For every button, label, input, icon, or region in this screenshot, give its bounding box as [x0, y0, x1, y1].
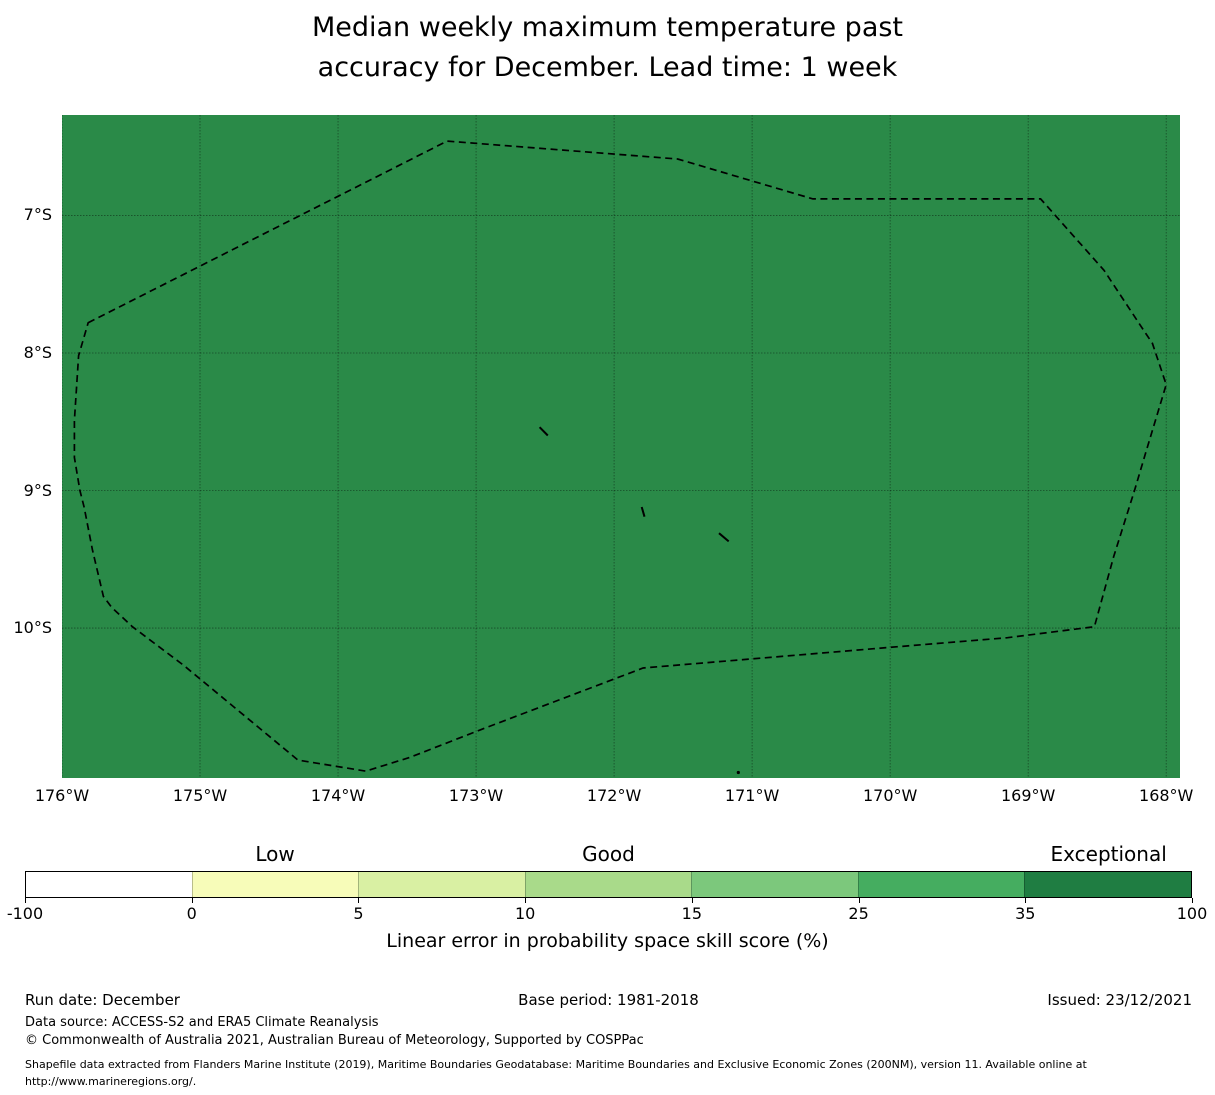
x-tick-label: 170°W	[862, 786, 918, 805]
title-line-1: Median weekly maximum temperature past	[311, 12, 904, 43]
island-mark	[640, 506, 646, 517]
data-source-text: Data source: ACCESS-S2 and ERA5 Climate …	[25, 1015, 379, 1030]
colorbar-tickmark	[358, 898, 360, 903]
colorbar-axis-label: Linear error in probability space skill …	[386, 930, 829, 952]
x-tick-label: 173°W	[448, 786, 504, 805]
x-tick-label: 168°W	[1139, 786, 1194, 805]
run-date-text: Run date: December	[25, 991, 180, 1009]
eez-boundary-line	[73, 140, 1168, 772]
colorbar-tickmark	[525, 898, 527, 903]
colorbar-tick-label: 0	[186, 904, 197, 923]
x-tick-label: 174°W	[310, 786, 366, 805]
colorbar-tick-label: 15	[681, 904, 703, 923]
title-line-2: accuracy for December. Lead time: 1 week	[317, 52, 898, 83]
map-fill	[62, 115, 1180, 778]
colorbar-tickmark	[858, 898, 860, 903]
colorbar-tick-label: 35	[1015, 904, 1036, 923]
colorbar-tick-label: 25	[848, 904, 869, 923]
colorbar	[25, 871, 1192, 898]
colorbar-category-label: Good	[582, 842, 635, 866]
colorbar-segment	[857, 872, 1025, 897]
x-tick-label: 176°W	[34, 786, 90, 805]
colorbar-segment	[524, 872, 692, 897]
copyright-text: © Commonwealth of Australia 2021, Austra…	[25, 1033, 644, 1048]
shapefile-note-text: Shapefile data extracted from Flanders M…	[25, 1058, 1087, 1088]
colorbar-tickmark	[691, 898, 693, 903]
colorbar-segment	[26, 872, 192, 897]
colorbar-tick-label: 100	[1176, 904, 1208, 923]
map-area	[62, 115, 1180, 778]
y-tick-label: 10°S	[13, 618, 52, 638]
colorbar-segment	[1024, 872, 1192, 897]
island-mark	[538, 426, 549, 437]
colorbar-category-label: Low	[255, 842, 295, 866]
colorbar-tick-label: -100	[6, 904, 44, 923]
colorbar-tickmark	[191, 898, 193, 903]
base-period-text: Base period: 1981-2018	[518, 991, 699, 1009]
colorbar-tickmark	[25, 898, 26, 903]
y-tick-label: 7°S	[23, 205, 52, 225]
map-svg	[62, 115, 1180, 778]
island-mark	[718, 532, 730, 543]
colorbar-tickmark	[1025, 898, 1027, 903]
colorbar-tick-label: 10	[514, 904, 536, 923]
y-tick-label: 8°S	[23, 342, 52, 362]
colorbar-category-label: Exceptional	[1050, 842, 1167, 866]
colorbar-segment	[358, 872, 525, 897]
y-tick-label: 9°S	[23, 480, 52, 500]
x-tick-label: 175°W	[172, 786, 228, 805]
island-mark	[736, 770, 740, 775]
colorbar-segment	[691, 872, 858, 897]
colorbar-tick-label: 5	[353, 904, 364, 923]
x-tick-label: 169°W	[1000, 786, 1056, 805]
issued-date-text: Issued: 23/12/2021	[1047, 991, 1192, 1009]
colorbar-tickmark	[1192, 898, 1193, 903]
x-tick-label: 172°W	[586, 786, 642, 805]
page-title: Median weekly maximum temperature past a…	[0, 8, 1215, 88]
x-tick-label: 171°W	[724, 786, 780, 805]
colorbar-segment	[191, 872, 359, 897]
